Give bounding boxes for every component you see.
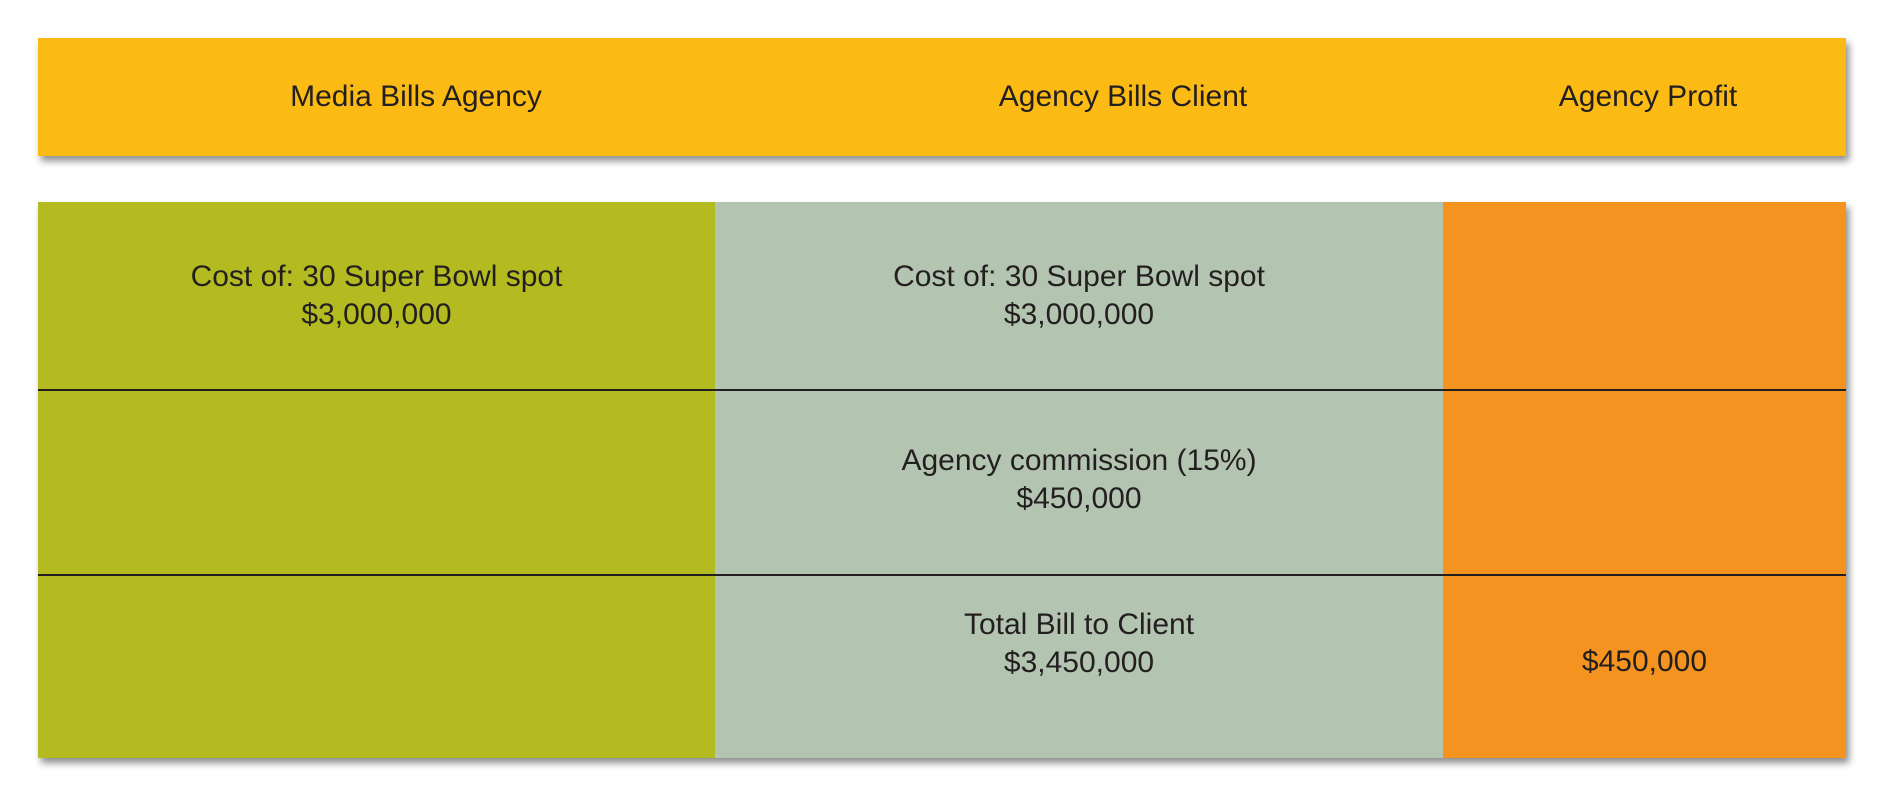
row-divider — [38, 389, 1846, 391]
cost-label: Cost of: 30 Super Bowl spot — [893, 260, 1265, 293]
cost-amount: $3,000,000 — [301, 298, 452, 331]
column-media-bills-agency — [38, 202, 715, 758]
total-bill-label: Total Bill to Client — [963, 608, 1195, 641]
header-media-bills-agency: Media Bills Agency — [290, 80, 542, 113]
cell-client-row-1: Cost of: 30 Super Bowl spot $3,000,000 — [715, 258, 1443, 334]
commission-label: Agency commission (15%) — [901, 444, 1257, 477]
column-agency-bills-client — [715, 202, 1443, 758]
header-bar: Media Bills Agency Agency Bills Client A… — [38, 38, 1846, 156]
header-agency-bills-client: Agency Bills Client — [998, 80, 1248, 113]
header-agency-profit: Agency Profit — [1558, 80, 1738, 113]
billing-table: Cost of: 30 Super Bowl spot $3,000,000 C… — [38, 202, 1846, 758]
cell-media-row-1: Cost of: 30 Super Bowl spot $3,000,000 — [38, 258, 715, 334]
row-divider — [38, 574, 1846, 576]
cost-amount: $3,000,000 — [1003, 298, 1155, 331]
cost-label: Cost of: 30 Super Bowl spot — [190, 260, 563, 293]
profit-amount: $450,000 — [1581, 645, 1708, 678]
commission-amount: $450,000 — [1016, 482, 1142, 515]
total-bill-amount: $3,450,000 — [1003, 646, 1155, 679]
cell-profit-row-3: $450,000 — [1443, 643, 1846, 681]
column-agency-profit — [1443, 202, 1846, 758]
cell-client-row-3: Total Bill to Client $3,450,000 — [715, 606, 1443, 682]
cell-client-row-2: Agency commission (15%) $450,000 — [715, 442, 1443, 518]
